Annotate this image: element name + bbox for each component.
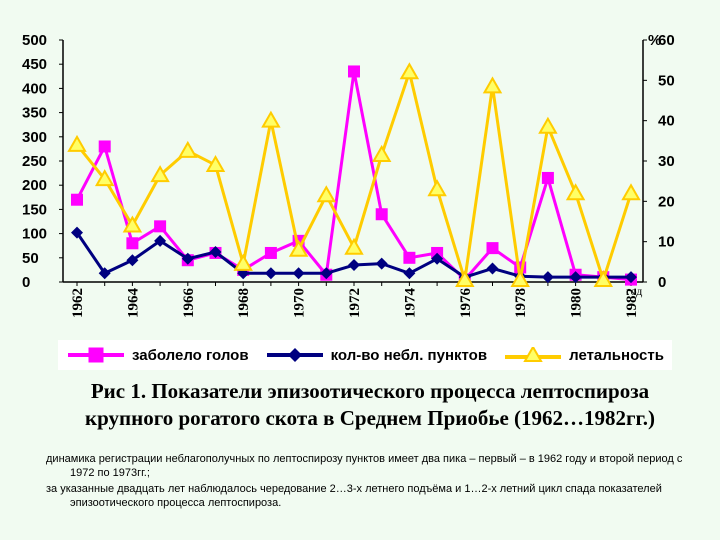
right-tick-label: 20 [658, 193, 675, 210]
data-point-triangle [593, 269, 614, 287]
note-1: динамика регистрации неблагополучных по … [46, 453, 683, 479]
data-point-triangle [178, 140, 198, 158]
x-tick-label: 1966 [181, 288, 197, 319]
data-point-square [154, 220, 167, 233]
legend-item-lethality: летальность [503, 347, 664, 364]
left-tick-label: 250 [22, 153, 47, 170]
right-tick-label: 50 [658, 72, 675, 89]
data-point-diamond [486, 262, 499, 275]
legend-marker-diamond [266, 348, 323, 362]
data-point-triangle [482, 76, 503, 94]
legend-label-lethality: летальность [569, 346, 664, 364]
data-point-diamond [569, 271, 582, 284]
legend-label-diseased: заболело голов [132, 346, 249, 364]
data-point-diamond [541, 271, 554, 284]
x-tick-label: 1964 [125, 288, 141, 319]
legend-marker-square [68, 347, 125, 363]
left-tick-label: 50 [22, 250, 39, 267]
legend-item-points: кол-во небл. пунктов [265, 347, 487, 364]
data-point-square [98, 140, 111, 153]
data-point-triangle [565, 183, 586, 201]
x-tick-label: 1970 [292, 288, 308, 318]
data-point-square [348, 65, 360, 78]
x-tick-label: 1982 [624, 288, 640, 318]
data-point-triangle [261, 110, 281, 128]
caption-line-1: Рис 1. Показатели эпизоотического процес… [90, 379, 650, 403]
note-2: за указанные двадцать лет наблюдалось че… [46, 483, 662, 509]
x-tick-label: 1976 [458, 288, 474, 319]
x-tick-label: 1974 [402, 288, 418, 319]
data-point-triangle [344, 237, 364, 255]
data-point-triangle [371, 144, 392, 162]
data-point-triangle [94, 169, 115, 187]
notes: динамика регистрации неблагополучных по … [46, 452, 686, 512]
figure-caption: Рис 1. Показатели эпизоотического процес… [60, 378, 680, 432]
left-tick-label: 500 [22, 32, 47, 49]
left-tick-label: 150 [22, 201, 47, 218]
data-point-triangle [67, 134, 87, 152]
right-tick-label: 10 [658, 234, 675, 251]
data-point-triangle [288, 239, 309, 257]
x-tick-label: 1972 [347, 288, 363, 318]
data-point-triangle [233, 253, 253, 271]
data-point-square [71, 193, 83, 206]
x-tick-label: 1968 [236, 288, 252, 318]
right-tick-label: 60 [658, 32, 675, 49]
data-point-triangle [455, 269, 475, 287]
data-point-square [403, 251, 416, 264]
data-point-square [486, 242, 499, 255]
data-point-diamond [431, 252, 444, 265]
data-point-triangle [538, 116, 558, 134]
data-point-diamond [320, 267, 333, 280]
data-point-diamond [292, 267, 305, 280]
x-tick-label: 1980 [569, 288, 585, 318]
left-tick-label: 300 [22, 129, 47, 146]
left-tick-label: 450 [22, 56, 47, 73]
data-point-square [375, 208, 388, 221]
right-tick-label: 0 [658, 274, 666, 291]
data-point-diamond [264, 267, 277, 280]
left-tick-label: 0 [22, 274, 30, 291]
data-point-diamond [348, 259, 360, 272]
data-point-triangle [510, 269, 530, 287]
data-point-diamond [375, 257, 388, 270]
caption-line-2: крупного рогатого скота в Среднем Приобь… [85, 406, 655, 430]
legend-item-diseased: заболело голов [66, 347, 249, 364]
left-tick-label: 350 [22, 105, 47, 122]
left-tick-label: 100 [22, 226, 47, 243]
data-point-diamond [98, 267, 111, 280]
left-tick-label: 400 [22, 80, 47, 97]
data-point-triangle [316, 185, 337, 203]
chart-area: 0 50 100 150 200 250 300 350 400 450 500 0 10 20 30 40 5… [22, 32, 675, 319]
data-point-square [264, 246, 277, 259]
data-point-square [541, 171, 554, 184]
data-point-triangle [621, 183, 641, 201]
data-point-diamond [154, 234, 167, 247]
data-point-diamond [209, 245, 222, 258]
x-axis-unit-label: год [626, 284, 642, 298]
data-point-triangle [399, 62, 420, 80]
legend-marker-triangle [505, 347, 562, 362]
legend-label-points: кол-во небл. пунктов [330, 346, 488, 364]
data-point-diamond [71, 226, 83, 239]
x-tick-label: 1962 [70, 288, 86, 318]
left-tick-label: 200 [22, 177, 47, 194]
right-tick-label: 30 [658, 153, 675, 170]
data-point-diamond [126, 254, 139, 267]
right-tick-label: 40 [658, 113, 675, 130]
data-point-triangle [427, 179, 447, 197]
data-point-triangle [205, 155, 226, 173]
legend: заболело голов кол-во небл. пунктов лета… [58, 340, 672, 370]
x-tick-label: 1978 [513, 288, 529, 318]
data-point-diamond [625, 271, 637, 284]
data-point-diamond [403, 267, 416, 280]
data-point-triangle [150, 165, 170, 183]
data-point-diamond [181, 252, 194, 265]
data-point-triangle [122, 215, 143, 233]
right-axis-percent-label: % [648, 32, 661, 49]
data-point-square [126, 237, 139, 250]
